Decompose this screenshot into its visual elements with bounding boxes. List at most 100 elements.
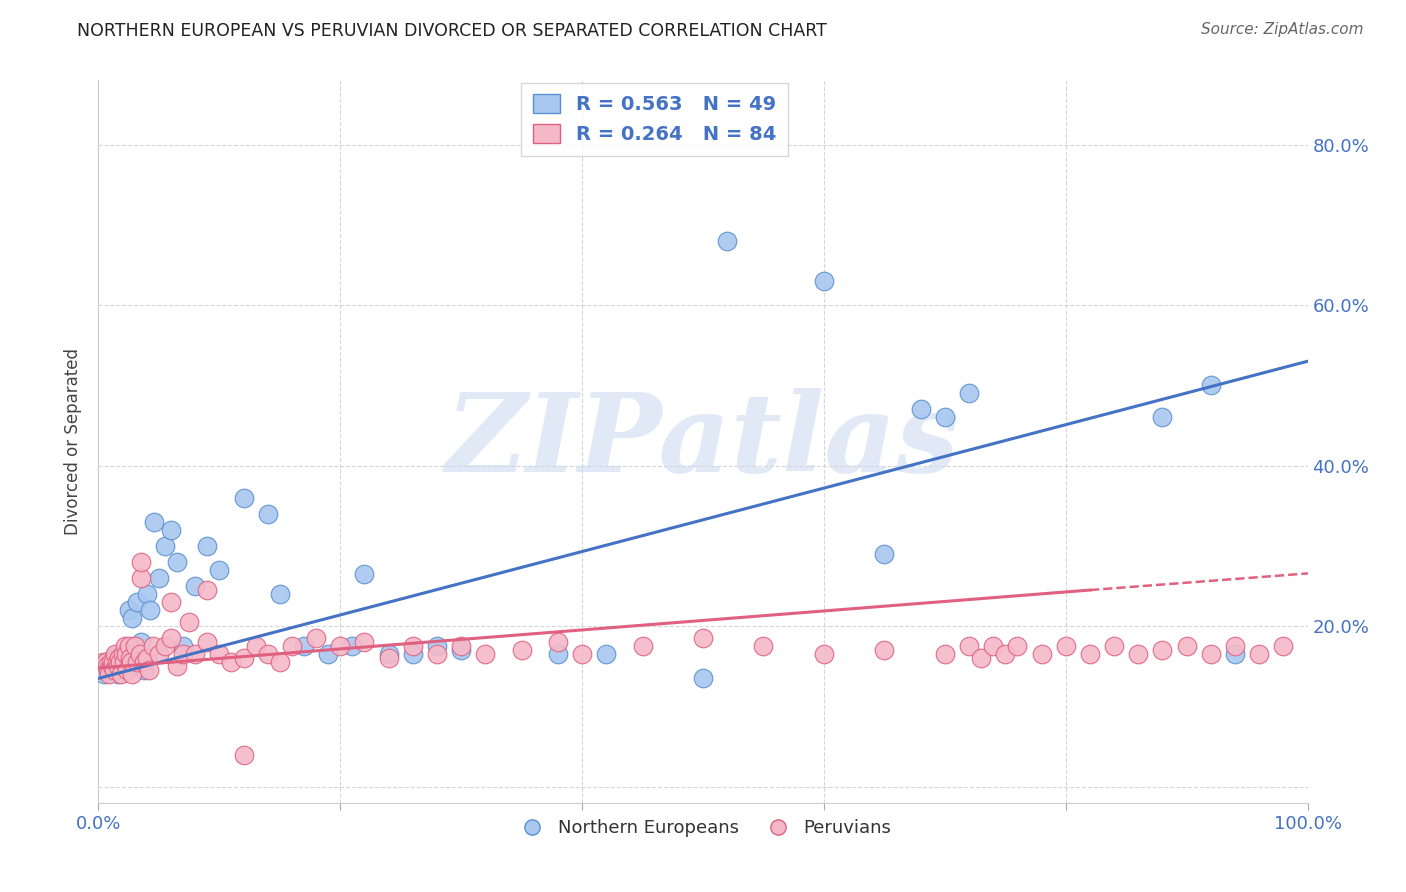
- Point: [100, 655, 122, 669]
- Point: [114, 651, 136, 665]
- Point: [256, 648, 278, 662]
- Point: [107, 659, 129, 673]
- Point: [124, 655, 146, 669]
- Point: [232, 747, 254, 762]
- Point: [269, 655, 291, 669]
- Point: [166, 659, 188, 673]
- Point: [873, 643, 896, 657]
- Point: [138, 664, 160, 678]
- Point: [94, 655, 117, 669]
- Point: [595, 648, 617, 662]
- Point: [450, 639, 472, 653]
- Point: [129, 571, 152, 585]
- Point: [184, 648, 207, 662]
- Point: [153, 539, 176, 553]
- Point: [353, 567, 375, 582]
- Point: [426, 648, 449, 662]
- Point: [353, 635, 375, 649]
- Point: [195, 539, 218, 553]
- Point: [1249, 648, 1271, 662]
- Point: [101, 651, 124, 665]
- Point: [1128, 648, 1150, 662]
- Point: [232, 491, 254, 505]
- Text: ZIPatlas: ZIPatlas: [446, 388, 960, 495]
- Legend: Northern Europeans, Peruvians: Northern Europeans, Peruvians: [508, 812, 898, 845]
- Point: [112, 655, 135, 669]
- Point: [93, 667, 115, 681]
- Point: [269, 587, 291, 601]
- Point: [292, 639, 315, 653]
- Point: [716, 234, 738, 248]
- Y-axis label: Divorced or Separated: Divorced or Separated: [65, 348, 83, 535]
- Point: [118, 603, 141, 617]
- Point: [103, 664, 125, 678]
- Point: [221, 655, 243, 669]
- Point: [118, 639, 141, 653]
- Point: [208, 563, 231, 577]
- Point: [873, 547, 896, 561]
- Point: [111, 655, 134, 669]
- Point: [120, 655, 142, 669]
- Point: [1054, 639, 1077, 653]
- Point: [108, 648, 131, 662]
- Point: [1152, 410, 1174, 425]
- Point: [100, 664, 122, 678]
- Point: [316, 648, 339, 662]
- Point: [160, 523, 183, 537]
- Point: [91, 655, 114, 669]
- Point: [100, 659, 122, 673]
- Point: [184, 579, 207, 593]
- Point: [1223, 648, 1246, 662]
- Point: [547, 648, 569, 662]
- Point: [547, 635, 569, 649]
- Point: [108, 655, 131, 669]
- Point: [934, 410, 956, 425]
- Point: [692, 632, 714, 646]
- Point: [127, 595, 149, 609]
- Text: Source: ZipAtlas.com: Source: ZipAtlas.com: [1201, 22, 1364, 37]
- Point: [1272, 639, 1295, 653]
- Point: [377, 651, 399, 665]
- Point: [139, 603, 162, 617]
- Point: [910, 402, 932, 417]
- Point: [510, 643, 533, 657]
- Point: [256, 507, 278, 521]
- Point: [153, 639, 176, 653]
- Point: [631, 639, 654, 653]
- Point: [1007, 639, 1029, 653]
- Point: [994, 648, 1017, 662]
- Point: [127, 655, 149, 669]
- Point: [121, 667, 143, 681]
- Point: [1175, 639, 1198, 653]
- Point: [245, 639, 267, 653]
- Point: [172, 648, 194, 662]
- Point: [474, 648, 496, 662]
- Point: [104, 655, 127, 669]
- Point: [426, 639, 449, 653]
- Point: [208, 648, 231, 662]
- Point: [179, 615, 201, 630]
- Point: [97, 655, 120, 669]
- Point: [377, 648, 399, 662]
- Point: [172, 639, 194, 653]
- Point: [142, 639, 165, 653]
- Point: [232, 651, 254, 665]
- Point: [105, 655, 128, 669]
- Point: [108, 651, 131, 665]
- Point: [124, 639, 146, 653]
- Point: [305, 632, 328, 646]
- Point: [101, 655, 124, 669]
- Point: [571, 648, 593, 662]
- Point: [692, 671, 714, 685]
- Point: [402, 648, 425, 662]
- Point: [121, 611, 143, 625]
- Point: [135, 651, 157, 665]
- Point: [143, 515, 166, 529]
- Point: [118, 651, 141, 665]
- Point: [160, 632, 183, 646]
- Point: [934, 648, 956, 662]
- Point: [134, 655, 156, 669]
- Point: [1199, 378, 1222, 392]
- Point: [957, 639, 980, 653]
- Point: [117, 664, 139, 678]
